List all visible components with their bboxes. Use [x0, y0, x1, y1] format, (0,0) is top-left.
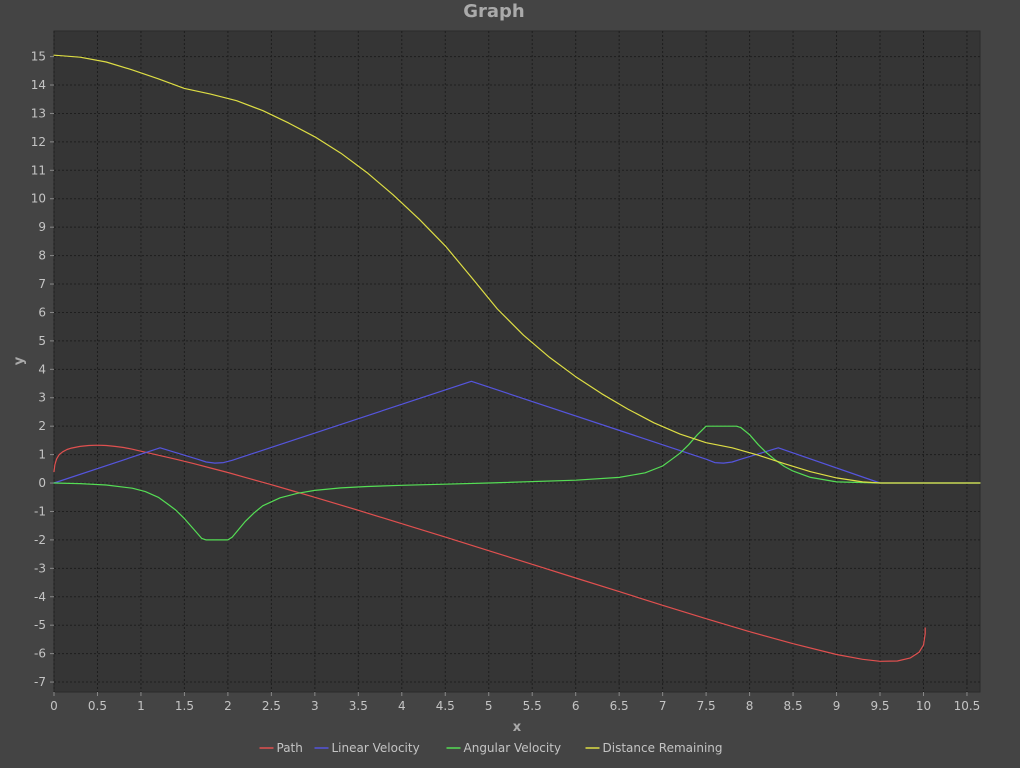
y-tick-label: 12: [31, 135, 46, 149]
x-tick-label: 1: [137, 699, 145, 713]
x-tick-label: 6.5: [610, 699, 629, 713]
x-tick-label: 10: [916, 699, 931, 713]
x-tick-label: 7.5: [697, 699, 716, 713]
y-tick-label: 9: [38, 220, 46, 234]
y-tick-label: 5: [38, 334, 46, 348]
y-tick-label: 7: [38, 277, 46, 291]
y-tick-label: -5: [34, 618, 46, 632]
y-tick-label: 3: [38, 391, 46, 405]
y-tick-label: 6: [38, 305, 46, 319]
series-line-linear-velocity: [53, 380, 981, 484]
y-axis-label: y: [12, 356, 27, 365]
x-tick-label: 4: [398, 699, 406, 713]
series-lines: [53, 54, 981, 662]
legend-label: Path: [277, 741, 303, 755]
y-tick-label: 10: [31, 192, 46, 206]
x-tick-label: 2: [224, 699, 232, 713]
y-tick-label: 14: [31, 78, 46, 92]
legend-label: Linear Velocity: [332, 741, 420, 755]
series-line-distance-remaining: [53, 54, 981, 484]
y-tick-label: -2: [34, 533, 46, 547]
x-tick-label: 8: [746, 699, 754, 713]
x-tick-label: 3: [311, 699, 319, 713]
x-tick-label: 2.5: [262, 699, 281, 713]
x-tick-label: 5.5: [523, 699, 542, 713]
y-tick-label: -1: [34, 504, 46, 518]
x-tick-label: 4.5: [436, 699, 455, 713]
x-tick-label: 9.5: [870, 699, 889, 713]
y-tick-label: 2: [38, 419, 46, 433]
y-tick-label: 1: [38, 448, 46, 462]
x-tick-label: 9: [833, 699, 841, 713]
y-tick-label: 4: [38, 362, 46, 376]
y-tick-label: 11: [31, 163, 46, 177]
x-tick-label: 5: [485, 699, 493, 713]
y-tick-label: -4: [34, 590, 46, 604]
chart-title: Graph: [463, 1, 525, 22]
y-tick-label: -6: [34, 647, 46, 661]
x-tick-label: 0: [50, 699, 58, 713]
x-tick-label: 3.5: [349, 699, 368, 713]
x-tick-label: 8.5: [784, 699, 803, 713]
legend: Path Linear Velocity Angular Velocity Dista…: [259, 741, 723, 755]
y-tick-label: -7: [34, 675, 46, 689]
x-axis-ticks: 0 0.5 1 1.5 2 2.5 3 3.5 4 4.5 5 5.5 6 6.5 7 7.5 8 8.5 9 9.5…: [50, 692, 980, 713]
x-tick-label: 0.5: [88, 699, 107, 713]
legend-label: Distance Remaining: [603, 741, 723, 755]
x-tick-label: 6: [572, 699, 580, 713]
plot-area: [53, 30, 981, 693]
y-tick-label: 15: [31, 50, 46, 64]
series-line-angular-velocity: [53, 425, 981, 541]
legend-label: Angular Velocity: [464, 741, 562, 755]
x-axis-label: x: [513, 720, 522, 735]
y-tick-label: 0: [38, 476, 46, 490]
x-tick-label: 10.5: [954, 699, 981, 713]
series-line-path: [53, 444, 926, 662]
x-tick-label: 1.5: [175, 699, 194, 713]
y-tick-label: -3: [34, 561, 46, 575]
y-tick-label: 13: [31, 106, 46, 120]
y-tick-label: 8: [38, 249, 46, 263]
x-tick-label: 7: [659, 699, 667, 713]
